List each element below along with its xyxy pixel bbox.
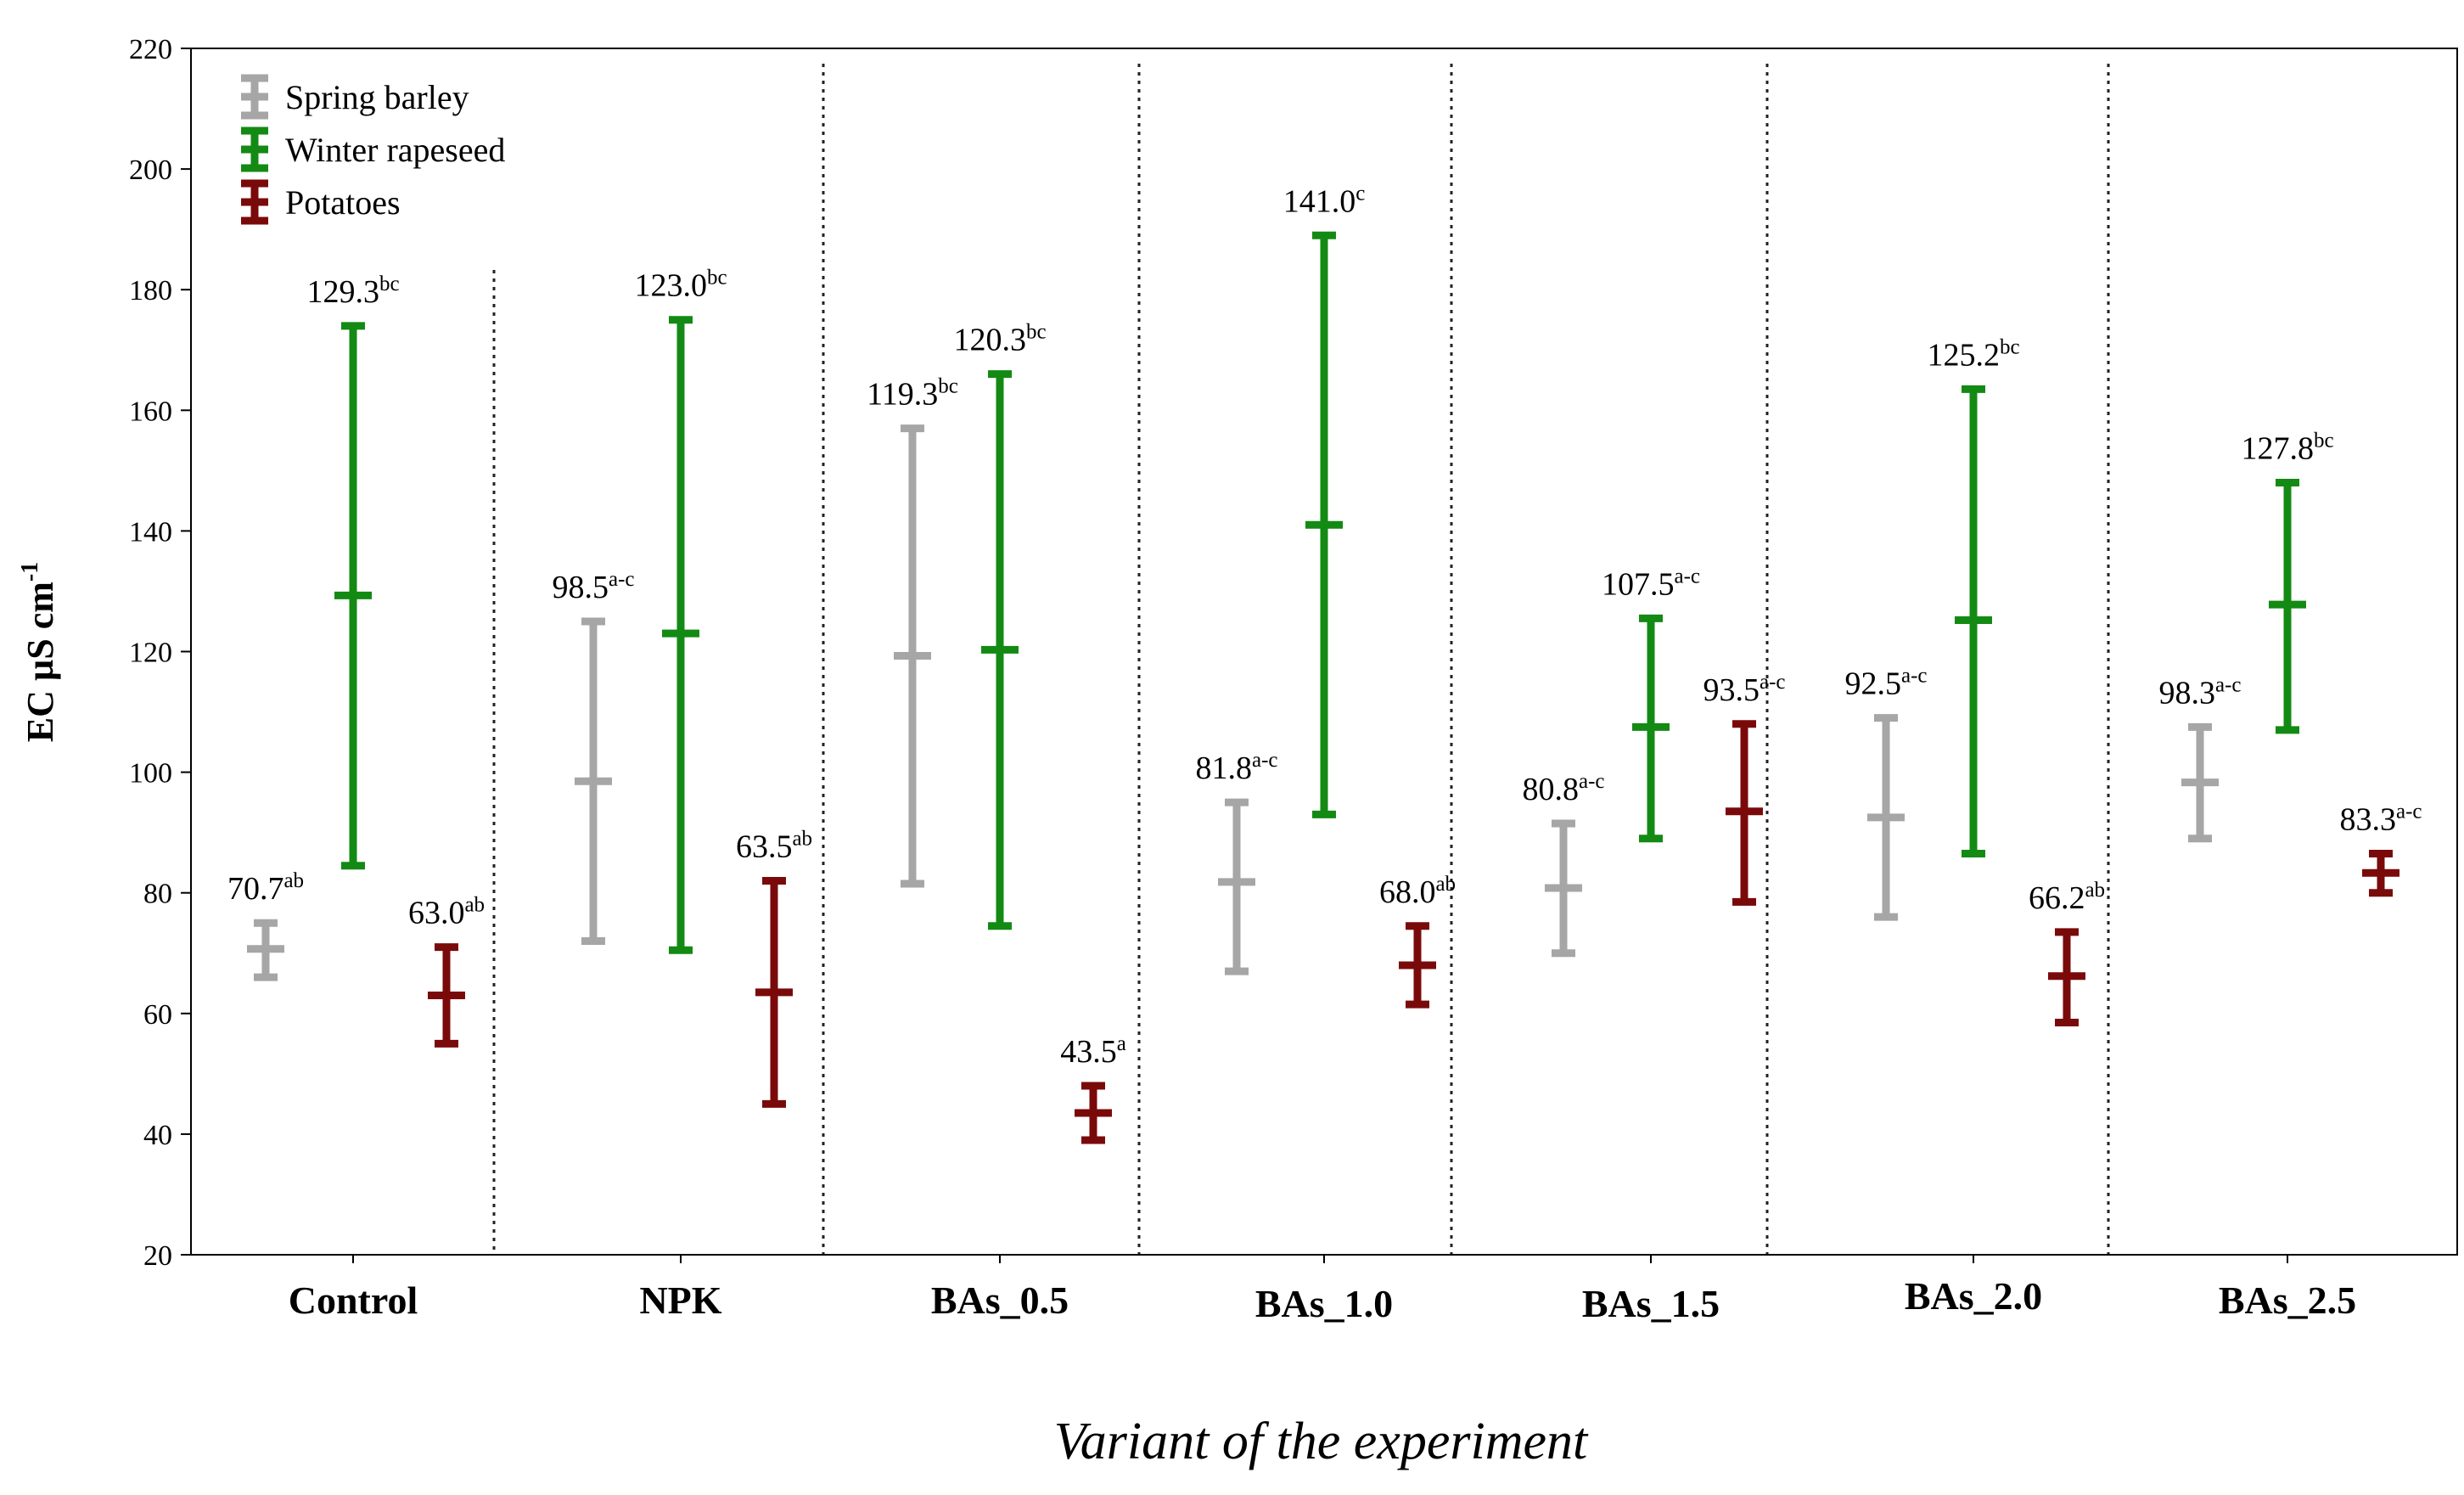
data-label: 92.5a-c <box>1844 665 1927 702</box>
data-label: 81.8a-c <box>1195 749 1277 786</box>
x-category-label: BAs_1.0 <box>1255 1282 1393 1325</box>
data-label: 63.5ab <box>736 827 812 864</box>
legend-label: Winter rapeseed <box>285 131 505 169</box>
data-label: 127.8bc <box>2241 430 2333 467</box>
y-tick-label: 180 <box>129 275 172 306</box>
data-label: 83.3a-c <box>2339 801 2422 838</box>
data-label: 141.0c <box>1283 182 1366 219</box>
x-category-label: BAs_0.5 <box>931 1279 1069 1322</box>
data-label: 123.0bc <box>634 267 727 304</box>
legend-entry: Winter rapeseed <box>241 126 505 172</box>
x-category-label: BAs_2.0 <box>1905 1274 2042 1318</box>
y-axis-title: EC µS cm-1 <box>17 562 61 742</box>
legend: Spring barley Winter rapeseed Potatoes <box>241 74 505 225</box>
y-tick-label: 140 <box>129 516 172 548</box>
data-label: 119.3bc <box>867 375 958 413</box>
y-tick-label: 40 <box>143 1120 172 1151</box>
data-label: 43.5a <box>1060 1032 1126 1070</box>
axes: 20 40 60 80 100 120 140 160 180 200 220 Control NPK B… <box>129 34 2458 1325</box>
error-bars <box>247 231 2399 1144</box>
y-tick-label: 220 <box>129 34 172 65</box>
x-category-label: NPK <box>639 1279 721 1322</box>
legend-entry: Potatoes <box>241 179 401 225</box>
data-label: 68.0ab <box>1379 873 1456 910</box>
x-category-label: Control <box>289 1279 418 1322</box>
y-tick-label: 20 <box>143 1240 172 1272</box>
data-label: 125.2bc <box>1927 335 2019 373</box>
x-axis-title: Variant of the experiment <box>1054 1413 1589 1470</box>
y-tick-label: 200 <box>129 155 172 186</box>
data-label: 93.5a-c <box>1703 671 1785 708</box>
legend-label: Potatoes <box>285 183 401 222</box>
data-labels: 70.7ab 98.5a-c 119.3bc 81.8a-c 80.8a-c 92.5a-… <box>227 182 2422 1070</box>
data-label: 63.0ab <box>408 894 485 931</box>
variant-dividers <box>492 64 2110 1255</box>
y-tick-label: 60 <box>143 999 172 1031</box>
x-category-label: BAs_2.5 <box>2219 1279 2356 1322</box>
legend-label: Spring barley <box>285 78 469 116</box>
data-label: 66.2ab <box>2029 879 2105 916</box>
data-label: 98.5a-c <box>552 568 634 605</box>
data-label: 129.3bc <box>306 273 399 310</box>
y-tick-label: 120 <box>129 638 172 669</box>
data-label: 107.5a-c <box>1602 565 1700 602</box>
data-label: 80.8a-c <box>1522 770 1604 807</box>
legend-entry: Spring barley <box>241 74 469 120</box>
x-category-label: BAs_1.5 <box>1582 1282 1720 1325</box>
data-label: 98.3a-c <box>2158 673 2241 711</box>
y-tick-label: 100 <box>129 758 172 790</box>
data-label: 120.3bc <box>953 321 1046 358</box>
y-tick-label: 160 <box>129 396 172 427</box>
data-label: 70.7ab <box>227 869 304 907</box>
y-tick-label: 80 <box>143 879 172 910</box>
